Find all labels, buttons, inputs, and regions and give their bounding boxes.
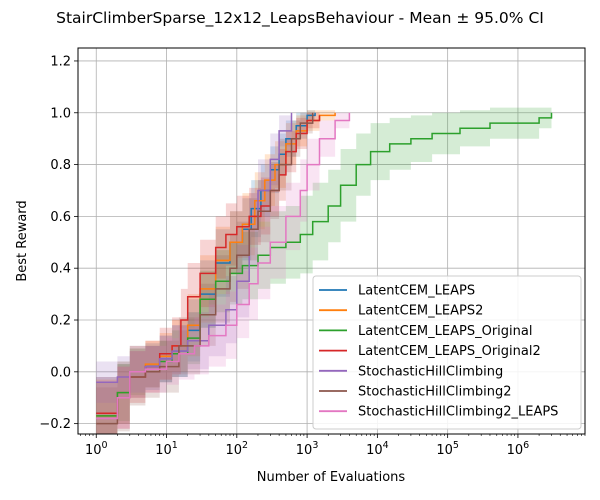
series-lines <box>96 112 553 425</box>
y-axis-label: Best Reward <box>15 200 30 281</box>
x-tick-label: 105 <box>436 440 459 458</box>
legend-label-2: LatentCEM_LEAPS_Original <box>358 324 532 339</box>
y-tick-label: 0.2 <box>50 314 71 329</box>
legend-label-6: StochasticHillClimbing2_LEAPS <box>358 405 558 420</box>
y-tick-label: 1.0 <box>50 106 71 121</box>
series-line-1 <box>96 112 336 417</box>
legend-label-4: StochasticHillClimbing <box>358 364 503 379</box>
x-tick-label: 101 <box>155 440 178 458</box>
y-tick-label: 0.4 <box>50 262 71 277</box>
y-tick-label: −0.2 <box>39 417 71 432</box>
x-tick-label: 104 <box>366 440 389 458</box>
legend: LatentCEM_LEAPS LatentCEM_LEAPS2 LatentCEM… <box>312 275 582 430</box>
plot-frame <box>77 47 586 435</box>
y-tick-label: 1.2 <box>50 54 71 69</box>
legend-label-0: LatentCEM_LEAPS <box>358 284 475 299</box>
y-axis: −0.2 0.0 0.2 0.4 0.6 0.8 1.0 1.2 <box>39 54 78 432</box>
x-tick-label: 106 <box>507 440 530 458</box>
x-tick-label: 102 <box>226 440 249 458</box>
series-line-6 <box>96 112 351 420</box>
legend-label-5: StochasticHillClimbing2 <box>358 385 512 400</box>
y-tick-label: 0.0 <box>50 365 71 380</box>
chart-title: StairClimberSparse_12x12_LeapsBehaviour … <box>56 9 544 28</box>
y-tick-label: 0.8 <box>50 158 71 173</box>
x-axis: 100 101 102 103 104 105 106 <box>80 434 586 458</box>
legend-box <box>312 275 582 430</box>
series-line-5 <box>96 112 314 425</box>
x-axis-label: Number of Evaluations <box>257 470 406 485</box>
x-tick-label: 103 <box>296 440 319 458</box>
ci-band-4 <box>96 110 292 403</box>
y-tick-label: 0.6 <box>50 210 71 225</box>
x-tick-label: 100 <box>85 440 108 458</box>
legend-label-3: LatentCEM_LEAPS_Original2 <box>358 344 541 359</box>
legend-label-1: LatentCEM_LEAPS2 <box>358 304 483 319</box>
